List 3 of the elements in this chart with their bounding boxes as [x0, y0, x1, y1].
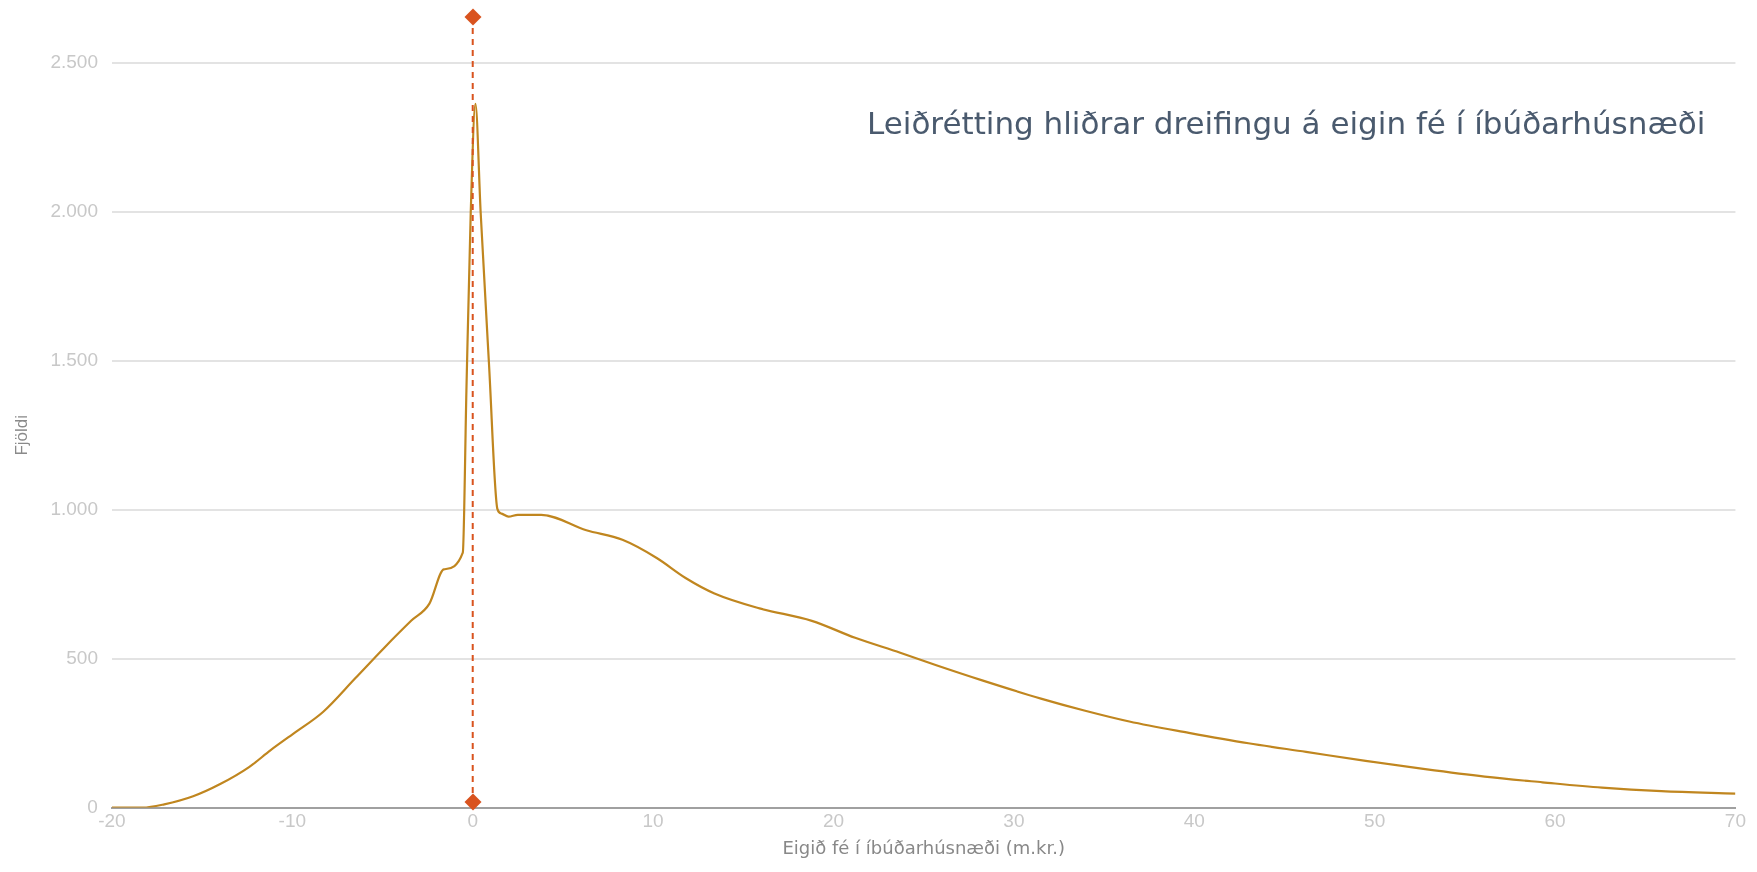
x-axis-title: Eigið fé í íbúðarhúsnæði (m.kr.)	[782, 836, 1065, 858]
text: Leiðrétting hliðrar dreifingu á eigin fé í íbúðarhúsnæði	[867, 105, 1706, 142]
y-axis-title: Fjöldi	[11, 414, 31, 456]
